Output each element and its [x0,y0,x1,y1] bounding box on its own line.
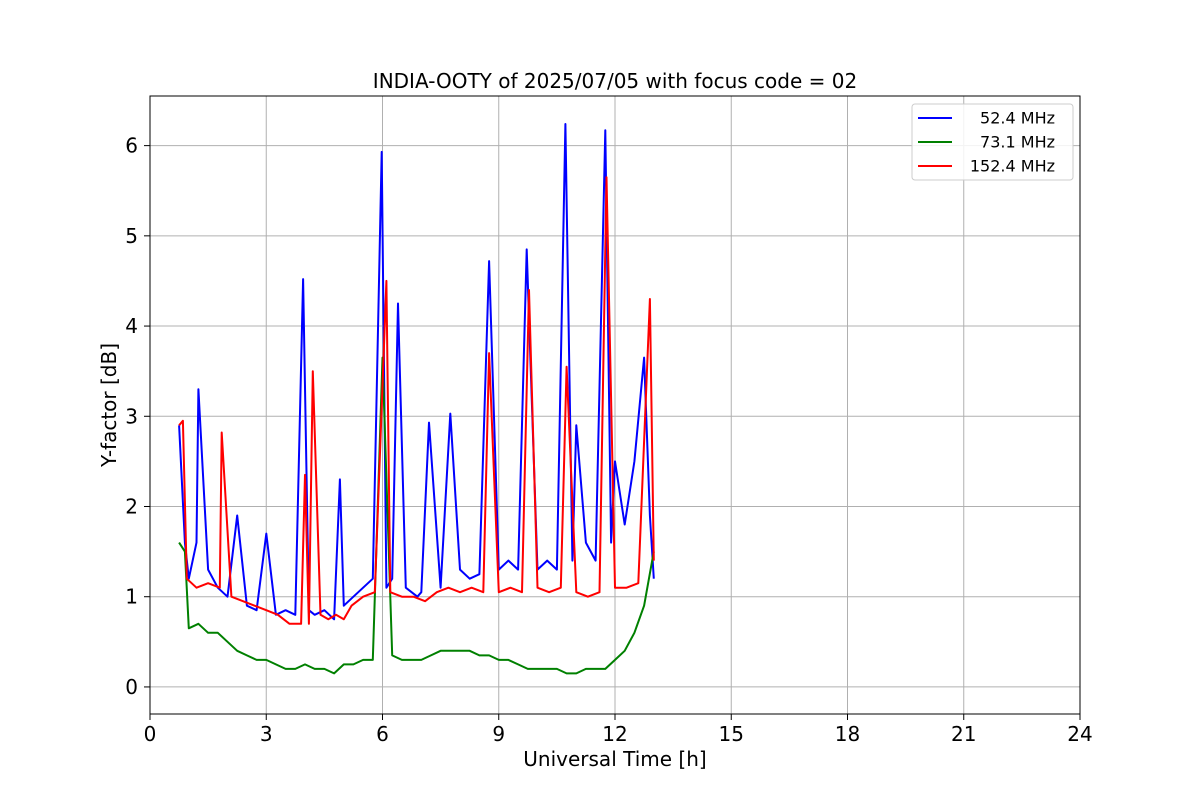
legend-label: 152.4 MHz [970,157,1055,176]
x-tick-label: 6 [376,722,389,746]
y-tick-label: 3 [125,404,138,428]
y-tick-label: 2 [125,494,138,518]
x-tick-label: 9 [492,722,505,746]
x-tick-label: 18 [835,722,860,746]
legend-label: 52.4 MHz [980,109,1055,128]
y-tick-label: 5 [125,224,138,248]
x-tick-label: 21 [951,722,976,746]
series-layer [178,123,655,675]
y-axis-label: Y-factor [dB] [97,343,121,468]
legend-label: 73.1 MHz [980,133,1055,152]
y-tick-label: 4 [125,314,138,338]
x-tick-label: 15 [719,722,744,746]
y-tick-label: 6 [125,134,138,158]
legend: 52.4 MHz 73.1 MHz 152.4 MHz [911,103,1074,181]
y-tick-label: 1 [125,585,138,609]
x-tick-label: 24 [1067,722,1092,746]
x-tick-label: 12 [602,722,627,746]
chart-title: INDIA-OOTY of 2025/07/05 with focus code… [373,69,857,93]
y-tick-label: 0 [125,675,138,699]
series-line-0 [178,123,655,621]
x-tick-label: 0 [144,722,157,746]
x-axis-label: Universal Time [h] [523,747,706,771]
x-tick-label: 3 [260,722,273,746]
legend-box [911,103,1074,181]
series-line-2 [178,176,655,625]
series-line-1 [178,356,655,675]
